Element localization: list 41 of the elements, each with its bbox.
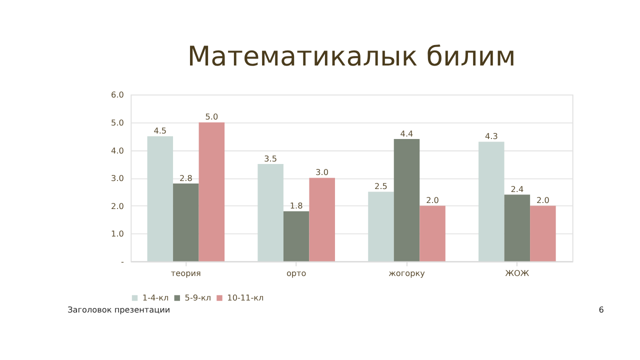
x-tick-label: ЖОЖ — [505, 268, 530, 278]
bar — [173, 183, 199, 262]
y-tick-label: 1.0 — [111, 228, 124, 239]
data-label: 2.0 — [426, 195, 439, 205]
bar — [198, 122, 225, 262]
data-label: 4.3 — [484, 131, 498, 142]
data-label: 3.5 — [264, 153, 278, 164]
legend-label: 5-9-кл — [184, 292, 212, 303]
data-label: 1.8 — [290, 200, 303, 211]
bar — [283, 211, 310, 262]
x-tick-label: теория — [170, 268, 202, 278]
y-tick-label: - — [121, 256, 124, 266]
legend-label: 10-11-кл — [227, 292, 264, 303]
x-tick-label: жогорку — [388, 268, 426, 278]
chart-title: Математикалык билим — [187, 42, 516, 73]
text: 6 — [598, 304, 604, 315]
x-tick-label: орто — [286, 268, 306, 278]
bar — [309, 178, 335, 262]
y-tick-label: 3.0 — [111, 173, 124, 184]
data-label: 4.4 — [400, 128, 414, 138]
bar — [478, 142, 504, 262]
data-label: 2.5 — [374, 181, 388, 192]
bar — [504, 194, 530, 262]
bar — [368, 192, 394, 262]
bar — [530, 206, 556, 262]
bar — [258, 164, 284, 262]
legend-label: 1-4-кл — [142, 292, 169, 303]
data-label: 2.4 — [510, 184, 524, 194]
y-tick-label: 4.0 — [111, 145, 124, 156]
data-label: 2.8 — [179, 172, 192, 183]
data-label: 5.0 — [205, 112, 218, 122]
data-label: 4.5 — [154, 126, 167, 136]
data-label: 2.0 — [536, 195, 550, 205]
y-tick-label: 5.0 — [111, 117, 124, 128]
y-tick-label: 6.0 — [111, 90, 124, 100]
data-label: 3.0 — [316, 167, 329, 178]
bar — [147, 136, 174, 262]
bar — [394, 139, 420, 262]
y-tick-label: 2.0 — [111, 200, 124, 211]
text: Заголовок презентации — [68, 304, 170, 315]
bar — [420, 206, 446, 262]
